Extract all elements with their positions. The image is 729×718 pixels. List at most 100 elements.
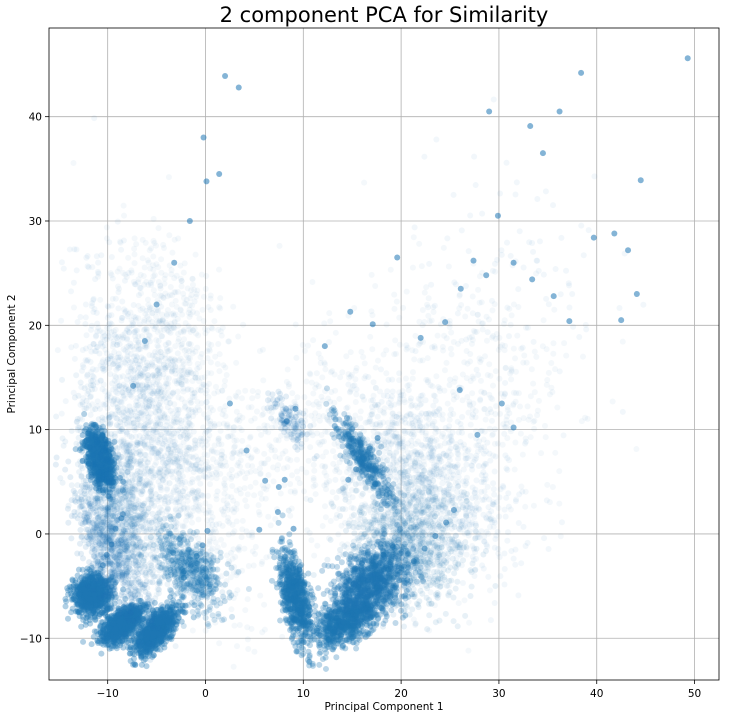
scatter-point (97, 463, 104, 470)
scatter-point (100, 432, 107, 439)
scatter-point (105, 450, 112, 457)
scatter-point (350, 581, 357, 588)
scatter-point (120, 478, 127, 485)
scatter-point (100, 474, 107, 481)
scatter-point (102, 472, 109, 479)
scatter-point (78, 623, 85, 630)
scatter-point (127, 644, 134, 651)
scatter-point (193, 552, 200, 559)
scatter-point (99, 432, 106, 439)
scatter-point (115, 570, 122, 577)
scatter-point (100, 551, 107, 558)
scatter-point (94, 465, 101, 472)
scatter-point (153, 301, 160, 308)
scatter-point (92, 452, 99, 459)
scatter-point (92, 441, 99, 448)
scatter-point (98, 453, 105, 460)
scatter-point (97, 441, 104, 448)
scatter-point (199, 542, 206, 549)
scatter-point (90, 431, 97, 438)
scatter-point (450, 506, 457, 513)
scatter-point (97, 463, 104, 470)
scatter-point (85, 469, 92, 476)
scatter-point (69, 577, 76, 584)
scatter-point (95, 444, 102, 451)
scatter-point (103, 603, 110, 610)
scatter-point (74, 482, 81, 489)
scatter-point (91, 441, 98, 448)
scatter-point (78, 534, 85, 541)
scatter-point (103, 457, 110, 464)
scatter-point (85, 453, 92, 460)
scatter-point (100, 444, 107, 451)
scatter-point (684, 55, 691, 62)
scatter-point (104, 465, 111, 472)
scatter-point (108, 458, 115, 465)
scatter-point (158, 602, 165, 609)
scatter-point (358, 571, 365, 578)
scatter-point (86, 502, 93, 509)
scatter-point (321, 343, 328, 350)
scatter-point (173, 606, 180, 613)
scatter-point (93, 447, 100, 454)
scatter-point (169, 599, 176, 606)
scatter-point (65, 591, 72, 598)
scatter-point (98, 435, 105, 442)
scatter-point (161, 644, 168, 651)
scatter-point (99, 451, 106, 458)
scatter-point (291, 617, 298, 624)
scatter-point (99, 450, 106, 457)
scatter-point (80, 442, 87, 449)
scatter-point (98, 447, 105, 454)
scatter-point (75, 608, 82, 615)
scatter-point (90, 432, 97, 439)
scatter-point (95, 444, 102, 451)
scatter-point (99, 432, 106, 439)
scatter-point (101, 468, 108, 475)
scatter-point (93, 441, 100, 448)
scatter-point (93, 463, 100, 470)
scatter-point (106, 453, 113, 460)
scatter-point (94, 447, 101, 454)
scatter-point (165, 613, 172, 620)
scatter-point (110, 620, 117, 627)
scatter-point (93, 423, 100, 430)
scatter-point (92, 450, 99, 457)
scatter-point (287, 606, 294, 613)
scatter-point (88, 454, 95, 461)
scatter-point (86, 455, 93, 462)
scatter-point (103, 440, 110, 447)
scatter-point (281, 476, 288, 483)
scatter-point (351, 612, 358, 619)
scatter-point (88, 641, 95, 648)
scatter-point (102, 486, 109, 493)
scatter-point (91, 436, 98, 443)
scatter-point (235, 84, 242, 91)
scatter-point (97, 442, 104, 449)
scatter-point (105, 463, 112, 470)
scatter-point (442, 319, 449, 326)
scatter-point (95, 476, 102, 483)
scatter-point (96, 454, 103, 461)
scatter-point (99, 454, 106, 461)
scatter-point (94, 558, 101, 565)
scatter-point (98, 650, 105, 657)
scatter-point (95, 446, 102, 453)
scatter-point (93, 442, 100, 449)
scatter-point (98, 456, 105, 463)
scatter-point (86, 513, 93, 520)
scatter-point (90, 440, 97, 447)
scatter-point (77, 597, 84, 604)
scatter-point (97, 463, 104, 470)
scatter-point (93, 460, 100, 467)
scatter-point (556, 108, 563, 115)
scatter-point (88, 422, 95, 429)
scatter-point (87, 461, 94, 468)
scatter-point (618, 317, 625, 324)
scatter-point (358, 456, 365, 463)
scatter-point (120, 604, 127, 611)
scatter-point (85, 446, 92, 453)
scatter-point (103, 471, 110, 478)
scatter-point (104, 463, 111, 470)
scatter-point (97, 443, 104, 450)
